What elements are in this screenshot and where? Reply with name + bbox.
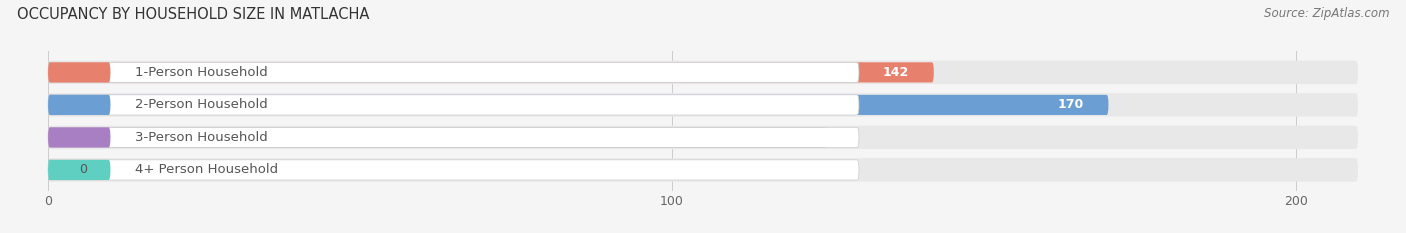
FancyBboxPatch shape <box>48 95 859 115</box>
Text: 0: 0 <box>79 163 87 176</box>
Text: 3-Person Household: 3-Person Household <box>135 131 269 144</box>
FancyBboxPatch shape <box>48 160 51 180</box>
Text: 4+ Person Household: 4+ Person Household <box>135 163 278 176</box>
FancyBboxPatch shape <box>48 160 859 180</box>
Text: 1-Person Household: 1-Person Household <box>135 66 269 79</box>
Text: OCCUPANCY BY HOUSEHOLD SIZE IN MATLACHA: OCCUPANCY BY HOUSEHOLD SIZE IN MATLACHA <box>17 7 370 22</box>
FancyBboxPatch shape <box>48 95 1108 115</box>
Text: 125: 125 <box>776 131 803 144</box>
FancyBboxPatch shape <box>48 93 1358 116</box>
FancyBboxPatch shape <box>48 62 859 82</box>
Text: 2-Person Household: 2-Person Household <box>135 98 269 111</box>
FancyBboxPatch shape <box>48 62 111 82</box>
FancyBboxPatch shape <box>48 126 1358 149</box>
FancyBboxPatch shape <box>48 62 934 82</box>
FancyBboxPatch shape <box>48 160 111 180</box>
FancyBboxPatch shape <box>48 127 111 147</box>
Text: 170: 170 <box>1057 98 1084 111</box>
Text: 142: 142 <box>883 66 908 79</box>
Text: Source: ZipAtlas.com: Source: ZipAtlas.com <box>1264 7 1389 20</box>
FancyBboxPatch shape <box>48 95 111 115</box>
FancyBboxPatch shape <box>48 127 828 147</box>
FancyBboxPatch shape <box>48 158 1358 182</box>
FancyBboxPatch shape <box>48 127 859 147</box>
FancyBboxPatch shape <box>48 61 1358 84</box>
